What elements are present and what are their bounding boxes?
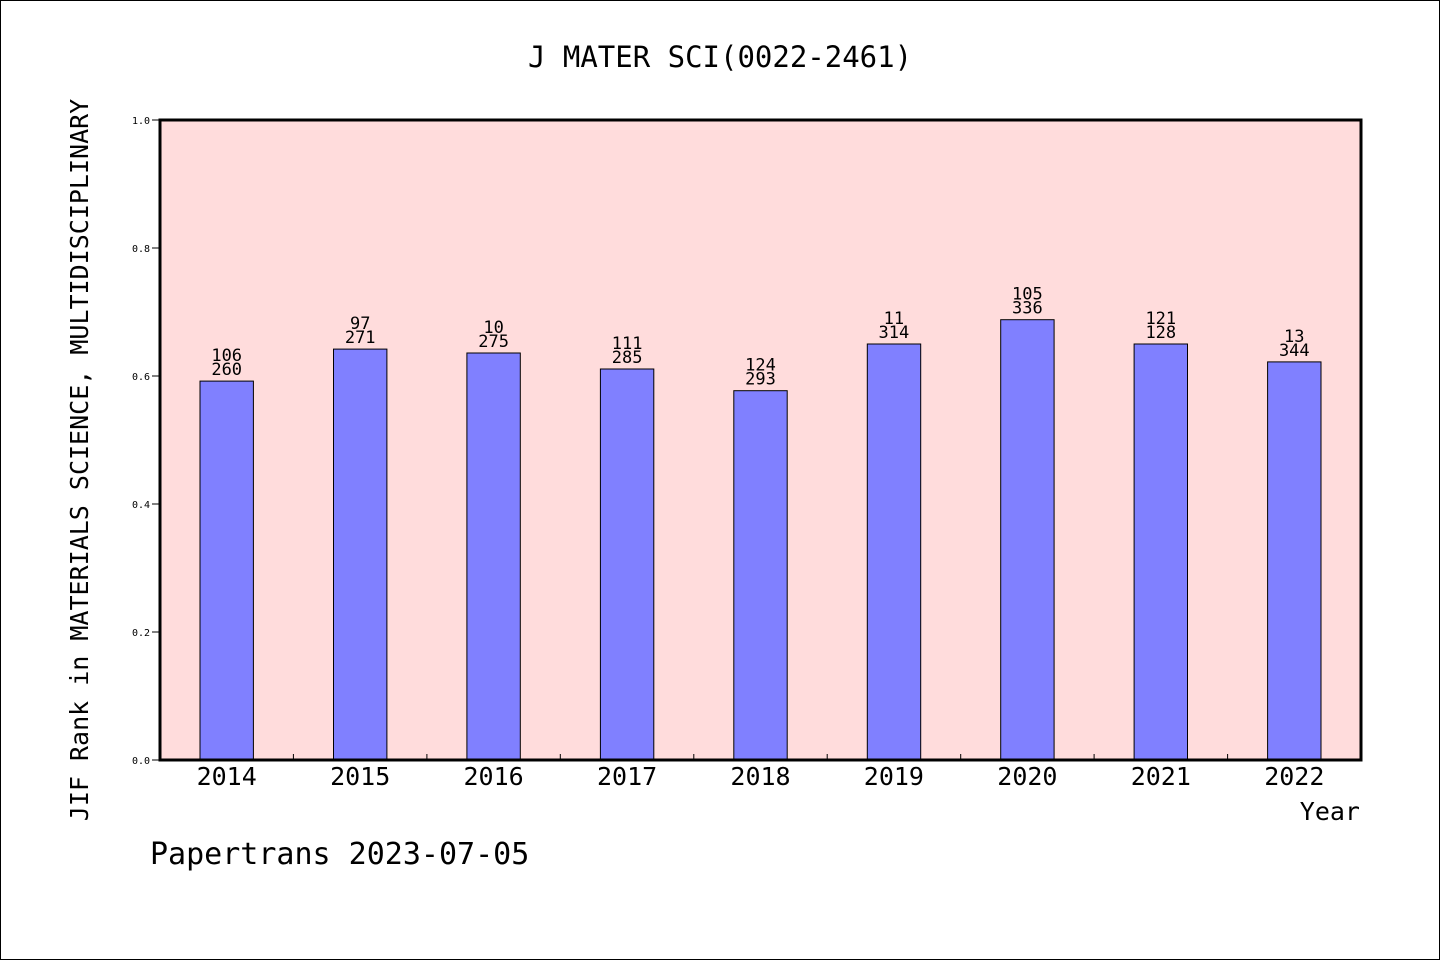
total-label-2020: 336 [1012, 299, 1043, 319]
x-tick-label-2016: 2016 [463, 762, 523, 791]
y-tick-label-1: 0.2 [132, 628, 150, 639]
total-label-2021: 128 [1145, 323, 1176, 343]
bar-2014 [199, 380, 254, 761]
total-label-2017: 285 [612, 348, 643, 368]
total-label-2022: 344 [1279, 341, 1310, 361]
bar-2020 [1000, 319, 1055, 761]
bar-2019 [866, 343, 922, 761]
rank-label-2021: 121 [1145, 309, 1176, 329]
x-tick-label-2020: 2020 [997, 762, 1057, 791]
rank-label-2018: 124 [745, 356, 776, 376]
rank-label-2017: 111 [612, 334, 643, 354]
bar-2016 [466, 352, 521, 761]
rank-label-2016: 10 [483, 318, 503, 338]
plot-border [158, 118, 1363, 762]
total-label-2019: 314 [879, 323, 910, 343]
y-tick-label-0: 0.0 [132, 756, 150, 767]
total-label-2015: 271 [345, 328, 376, 348]
y-tick-label-5: 1.0 [132, 116, 150, 127]
rank-label-2014: 106 [211, 346, 242, 366]
bar-2018 [733, 390, 788, 761]
x-tick-label-2019: 2019 [864, 762, 924, 791]
y-tick-label-4: 0.8 [132, 244, 150, 255]
x-tick-label-2015: 2015 [330, 762, 390, 791]
x-tick-label-2014: 2014 [197, 762, 257, 791]
rank-label-2019: 11 [884, 309, 904, 329]
total-label-2018: 293 [745, 370, 776, 390]
x-tick-label-2018: 2018 [730, 762, 790, 791]
rank-label-2022: 13 [1284, 327, 1304, 347]
y-axis-label: JIF Rank in MATERIALS SCIENCE, MULTIDISC… [65, 99, 94, 821]
x-tick-label-2017: 2017 [597, 762, 657, 791]
bar-2021 [1133, 343, 1188, 761]
bar-2015 [333, 348, 388, 761]
rank-label-2020: 105 [1012, 285, 1043, 305]
bar-2022 [1267, 361, 1322, 761]
total-label-2014: 260 [211, 360, 242, 380]
footer-text: Papertrans 2023-07-05 [150, 837, 529, 872]
rank-label-2015: 97 [350, 314, 370, 334]
total-label-2016: 275 [478, 332, 509, 352]
chart-title: J MATER SCI(0022-2461) [528, 40, 912, 74]
x-axis: 2014 2015 2016 2017 2018 2019 2020 2021 2022 [197, 754, 1324, 791]
y-tick-label-2: 0.4 [132, 500, 150, 511]
y-tick-label-3: 0.6 [132, 372, 150, 383]
x-axis-label: Year [1300, 797, 1360, 826]
bar-2017 [599, 368, 655, 761]
y-axis: 0.0 0.2 0.4 0.6 0.8 1.0 [132, 116, 160, 767]
x-tick-label-2021: 2021 [1131, 762, 1191, 791]
x-tick-label-2022: 2022 [1264, 762, 1324, 791]
